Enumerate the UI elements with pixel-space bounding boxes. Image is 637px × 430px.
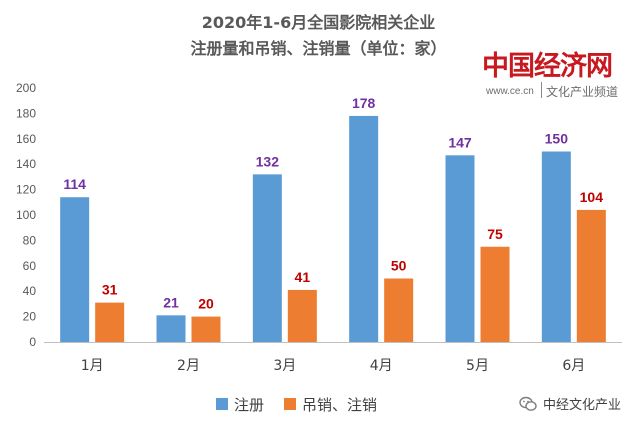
bar-cancelled: [95, 302, 125, 342]
bar-registered: [541, 151, 571, 342]
y-tick-label: 200: [16, 81, 36, 95]
bar-registered: [349, 115, 379, 342]
bar-cancelled: [191, 316, 221, 342]
x-category-label: 2月: [177, 358, 200, 374]
x-category-label: 4月: [370, 358, 393, 374]
data-label-registered: 114: [63, 176, 86, 192]
bar-cancelled: [480, 246, 510, 342]
bar-registered: [60, 197, 90, 342]
brand-subtitle: 文化产业频道: [546, 85, 619, 99]
data-label-cancelled: 104: [580, 189, 604, 205]
wechat-icon: [519, 396, 537, 411]
x-category-label: 1月: [81, 358, 104, 374]
legend-item-cancelled: 吊销、注销: [284, 394, 377, 415]
bar-registered: [252, 174, 282, 342]
legend-label-registered: 注册: [234, 395, 265, 414]
legend-swatch-registered: [216, 398, 228, 410]
y-tick-label: 140: [16, 157, 36, 171]
brand-logo: 中国经济网: [482, 51, 613, 82]
y-tick-label: 180: [16, 106, 36, 120]
y-tick-label: 0: [29, 335, 36, 349]
y-tick-label: 100: [16, 208, 36, 222]
y-tick-label: 20: [23, 310, 37, 324]
data-label-registered: 150: [545, 131, 569, 147]
y-tick-label: 80: [23, 233, 37, 247]
x-category-label: 6月: [562, 358, 585, 374]
footer-account-name: 中经文化产业: [543, 398, 622, 413]
bar-registered: [445, 155, 475, 342]
x-category-label: 5月: [466, 358, 489, 374]
brand-separator: [541, 82, 542, 98]
y-tick-label: 120: [16, 183, 36, 197]
brand-url: www.ce.cn: [486, 86, 534, 97]
data-label-registered: 147: [448, 134, 472, 150]
chart-subtitle: 注册量和吊销、注销量（单位：家）: [190, 39, 447, 58]
data-label-cancelled: 41: [295, 269, 311, 285]
legend-label-cancelled: 吊销、注销: [302, 395, 378, 414]
legend: 注册 吊销、注销: [216, 393, 397, 415]
data-label-cancelled: 75: [487, 226, 503, 242]
chart-title: 2020年1-6月全国影院相关企业: [201, 13, 436, 32]
y-tick-label: 60: [23, 259, 37, 273]
bar-cancelled: [287, 289, 317, 342]
data-label-registered: 178: [352, 95, 376, 111]
footer-account: 中经文化产业: [519, 394, 621, 413]
bar-cancelled: [576, 209, 606, 342]
legend-item-registered: 注册: [216, 394, 264, 415]
y-tick-label: 40: [23, 284, 37, 298]
legend-swatch-cancelled: [284, 398, 297, 410]
data-label-cancelled: 20: [198, 296, 214, 312]
bar-cancelled: [384, 278, 414, 342]
bar-registered: [156, 315, 186, 342]
data-label-cancelled: 50: [391, 258, 407, 274]
y-tick-label: 160: [16, 132, 36, 146]
data-label-registered: 132: [256, 153, 280, 169]
data-label-registered: 21: [163, 294, 179, 310]
x-category-label: 3月: [273, 358, 296, 374]
data-label-cancelled: 31: [102, 282, 118, 298]
